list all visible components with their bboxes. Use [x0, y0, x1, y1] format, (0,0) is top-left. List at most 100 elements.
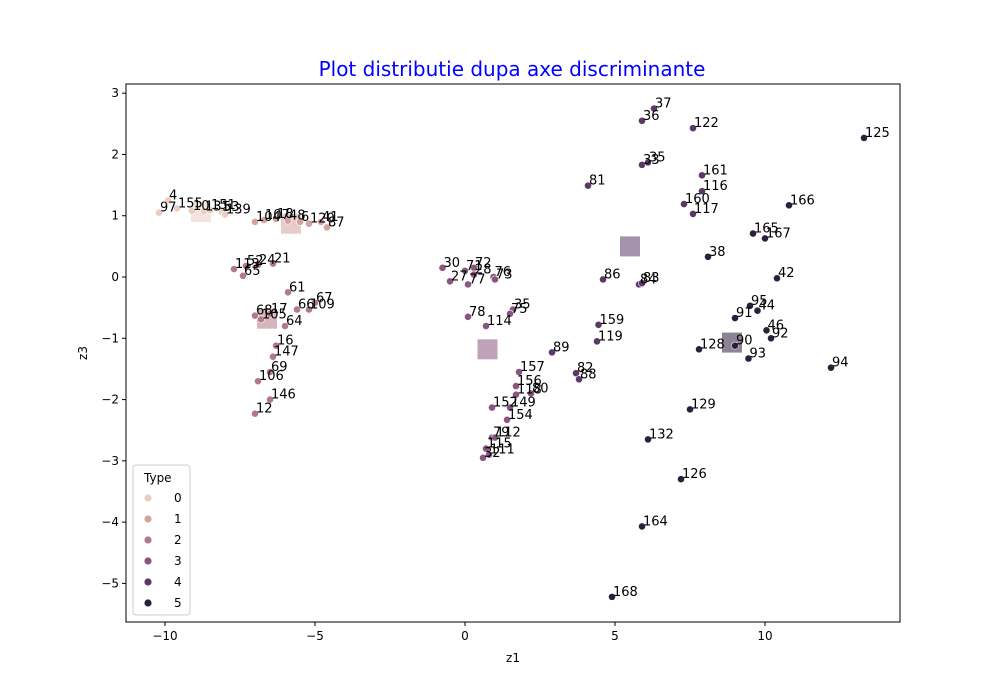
data-point — [644, 158, 652, 167]
data-point-label: 68 — [256, 304, 273, 319]
data-point-label: 78 — [469, 305, 486, 320]
data-point-label: 42 — [778, 266, 795, 281]
data-point-label: 72 — [475, 256, 492, 271]
data-point — [491, 275, 499, 284]
data-point — [488, 403, 496, 412]
data-point-label: 122 — [694, 116, 719, 131]
data-point — [744, 354, 753, 363]
data-point — [239, 271, 247, 280]
data-point — [753, 306, 762, 315]
data-point-label: 17 — [271, 302, 288, 317]
data-point-label: 117 — [694, 202, 719, 217]
data-point-label: 71 — [466, 259, 483, 274]
data-point — [491, 433, 499, 442]
x-tick-label: 10 — [757, 629, 772, 643]
data-point — [269, 352, 277, 361]
data-point-label: 4 — [169, 188, 177, 203]
y-tick-label: −2 — [101, 393, 119, 407]
data-point — [548, 348, 556, 357]
data-point-label: 165 — [754, 222, 779, 237]
data-point-label: 126 — [682, 467, 707, 482]
data-point — [266, 368, 274, 376]
data-point — [272, 341, 280, 350]
centroid-marker-type-4 — [620, 236, 640, 257]
data-point-label: 35 — [514, 297, 531, 312]
data-point-label: 157 — [520, 360, 545, 375]
data-point-label: 107 — [265, 208, 290, 223]
data-point-label: 32 — [484, 446, 501, 461]
data-point — [188, 206, 196, 215]
data-point-label: 79 — [493, 426, 510, 441]
data-point-label: 131 — [205, 199, 230, 214]
data-point-label: 89 — [553, 340, 570, 355]
data-point — [461, 266, 469, 275]
data-point-label: 65 — [244, 264, 261, 279]
data-point — [650, 104, 658, 113]
data-point — [593, 337, 601, 346]
data-point — [584, 181, 592, 190]
legend-entry-label: 5 — [174, 596, 182, 610]
data-point-label: 16 — [277, 334, 294, 349]
data-point-label: 118 — [517, 383, 542, 398]
data-point-label: 114 — [487, 314, 512, 329]
data-point-label: 106 — [259, 369, 284, 384]
y-tick-label: 1 — [111, 209, 119, 223]
plot-frame — [125, 83, 901, 623]
legend-box — [132, 464, 191, 616]
data-point-label: 69 — [271, 360, 288, 375]
legend-title: Type — [143, 471, 172, 485]
y-tick-label: −5 — [101, 576, 119, 590]
data-point-label: 27 — [451, 269, 468, 284]
data-point-label: 88 — [580, 367, 597, 382]
y-tick-label: −3 — [101, 454, 119, 468]
data-point-label: 36 — [643, 109, 660, 124]
data-point — [749, 229, 757, 238]
data-point — [155, 208, 163, 217]
data-point-label: 168 — [613, 585, 638, 600]
data-point-label: 111 — [490, 443, 515, 458]
data-point — [242, 262, 250, 270]
legend-marker — [144, 494, 152, 502]
data-point — [644, 435, 652, 444]
data-point — [464, 312, 472, 321]
data-point-label: 61 — [289, 280, 306, 295]
data-point-label: 73 — [496, 267, 513, 282]
data-point-label: 38 — [709, 245, 726, 260]
data-point-label: 44 — [759, 299, 776, 314]
data-point-label: 113 — [235, 257, 260, 272]
data-point — [827, 363, 835, 372]
data-point — [206, 206, 214, 215]
data-point — [470, 270, 478, 279]
data-point — [594, 320, 603, 329]
data-point-label: 86 — [604, 267, 621, 282]
data-point — [251, 311, 259, 320]
data-point — [251, 409, 259, 418]
data-point-label: 67 — [316, 291, 333, 306]
data-point — [254, 377, 262, 386]
data-point-label: 30 — [444, 256, 461, 271]
data-point-label: 75 — [511, 302, 528, 317]
data-point-label: 105 — [262, 307, 287, 322]
data-point-label: 24 — [259, 253, 276, 268]
data-point — [257, 315, 265, 324]
data-point-label: 156 — [517, 374, 542, 389]
data-point — [599, 275, 607, 284]
data-point-label: 83 — [643, 271, 660, 286]
x-tick-label: 0 — [461, 629, 469, 643]
data-point-label: 129 — [691, 397, 716, 412]
data-point-label: 160 — [685, 192, 710, 207]
y-tick-label: 2 — [111, 147, 119, 161]
data-point — [506, 403, 514, 412]
data-point-label: 109 — [310, 297, 335, 312]
data-point — [773, 274, 781, 283]
data-point-label: 116 — [703, 179, 728, 194]
legend-entry-label: 3 — [174, 554, 182, 568]
data-point-label: 76 — [495, 265, 512, 280]
data-point — [527, 389, 535, 398]
data-point — [506, 309, 514, 318]
data-point-label: 139 — [226, 203, 251, 218]
data-point — [173, 204, 181, 213]
data-point-label: 91 — [736, 306, 753, 321]
data-point — [260, 216, 268, 224]
